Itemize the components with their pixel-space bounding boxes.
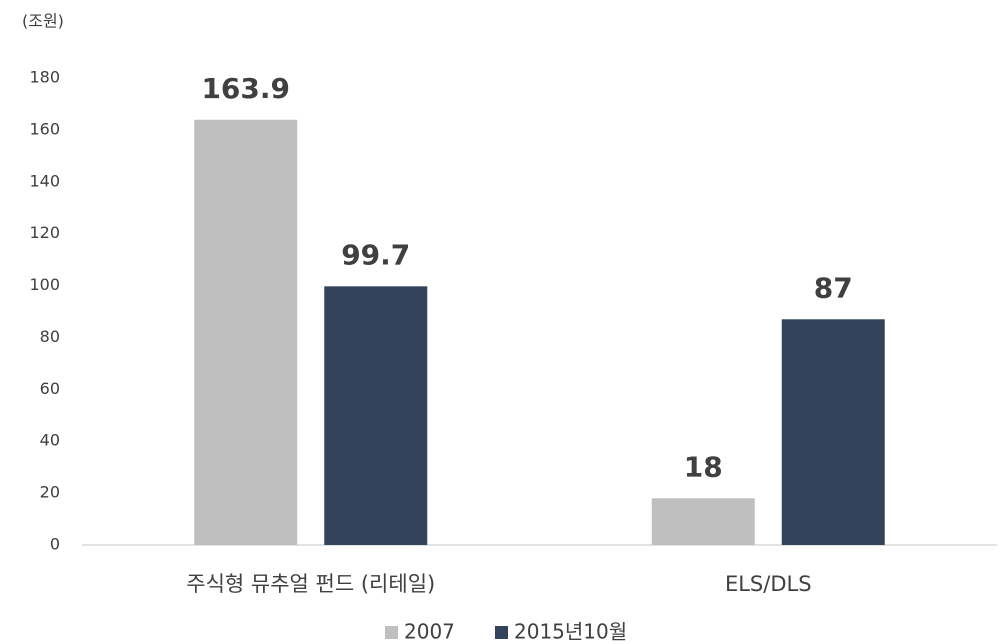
legend-swatch xyxy=(385,626,398,639)
legend-swatch xyxy=(495,626,508,639)
x-tick-label: ELS/DLS xyxy=(725,572,812,596)
value-label: 18 xyxy=(684,450,723,483)
legend-label: 2007 xyxy=(404,620,455,644)
x-tick-label: 주식형 뮤추얼 펀드 (리테일) xyxy=(186,572,435,596)
legend-label: 2015년10월 xyxy=(514,620,627,644)
y-axis-label: (조원) xyxy=(22,12,64,31)
bar xyxy=(651,498,755,545)
y-tick-label: 60 xyxy=(40,379,60,398)
y-tick-label: 80 xyxy=(40,327,60,346)
y-tick-label: 40 xyxy=(40,431,60,450)
y-tick-label: 140 xyxy=(29,171,60,190)
y-tick-label: 160 xyxy=(29,119,60,138)
y-tick-label: 180 xyxy=(29,68,60,87)
bar xyxy=(324,286,428,545)
y-tick-label: 100 xyxy=(29,275,60,294)
y-tick-label: 0 xyxy=(50,535,60,554)
bar xyxy=(194,119,298,545)
value-label: 163.9 xyxy=(201,72,290,105)
y-tick-label: 120 xyxy=(29,223,60,242)
bar xyxy=(781,319,885,545)
y-tick-label: 20 xyxy=(40,483,60,502)
value-label: 99.7 xyxy=(341,238,410,271)
value-label: 87 xyxy=(814,271,853,304)
